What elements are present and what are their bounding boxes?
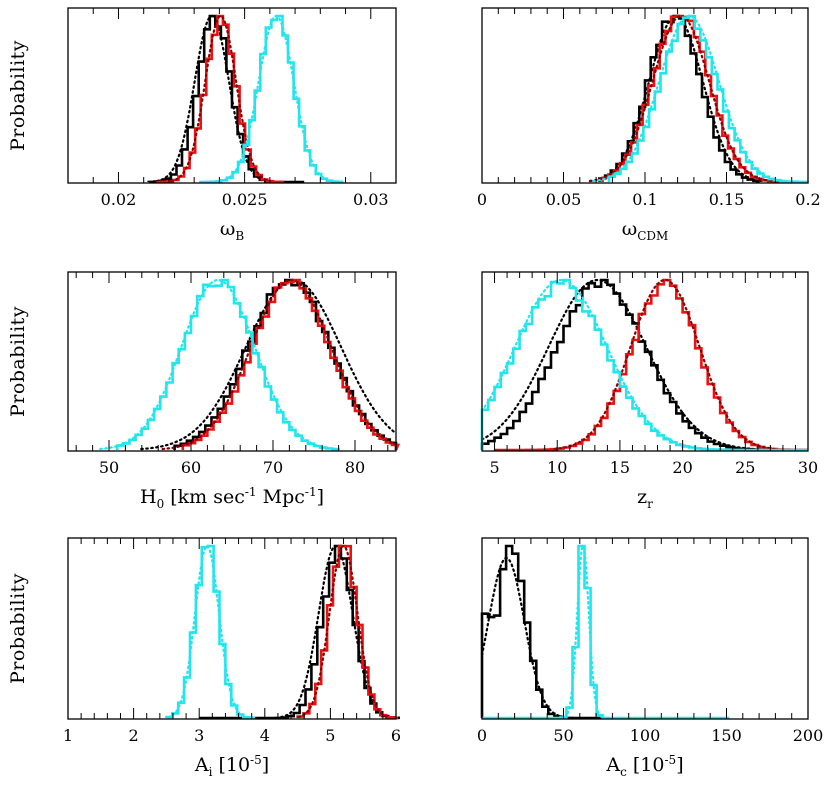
x-tick-label: 80 — [345, 458, 365, 477]
histogram-cyan — [165, 544, 256, 720]
y-axis-label: Probability — [7, 306, 29, 417]
smooth-curve-red — [170, 14, 272, 183]
x-tick-label: 0.15 — [709, 190, 745, 209]
smooth-curve-black — [155, 14, 268, 183]
histogram-black — [173, 278, 398, 450]
smooth-curve-black — [480, 556, 565, 719]
smooth-curve-black — [280, 544, 392, 719]
chart-panel-4: 5 10 15 20 25 30 zr — [480, 271, 818, 511]
plot-frame — [67, 271, 397, 452]
smooth-curve-cyan — [480, 278, 710, 451]
x-tick-label: 200 — [793, 726, 824, 745]
x-axis-label: Ac [10-5] — [605, 753, 683, 779]
x-axis-label: zr — [637, 486, 653, 511]
y-axis-label: Probability — [7, 40, 29, 151]
smooth-curve-red — [297, 544, 390, 719]
smooth-curve-red — [553, 278, 777, 451]
histogram-cyan — [115, 278, 340, 451]
x-tick-label: 1 — [63, 726, 73, 745]
smooth-curve-cyan — [99, 278, 337, 451]
x-axis-label: ωCDM — [622, 218, 669, 243]
x-tick-label: 25 — [735, 458, 755, 477]
x-tick-label: 0.05 — [546, 190, 582, 209]
x-axis-label: ωB — [220, 218, 245, 243]
chart-panel-2: 0 0.05 0.1 0.15 0.2 ωCDM — [477, 7, 821, 243]
chart-panel-1: 0.02 0.025 0.03 ωB Probability — [7, 7, 397, 243]
histogram-red — [156, 14, 285, 184]
histogram-cyan — [199, 14, 344, 184]
x-tick-label: 0.025 — [222, 190, 268, 209]
x-tick-label: 2 — [129, 726, 139, 745]
x-tick-label: 150 — [711, 726, 742, 745]
smooth-curve-cyan — [592, 14, 786, 183]
x-tick-label: 3 — [194, 726, 204, 745]
chart-panel-5: 1 2 3 4 5 6 Ai [10-5] Probability — [7, 537, 401, 779]
x-tick-label: 5 — [325, 726, 335, 745]
x-tick-label: 0.02 — [101, 190, 137, 209]
x-axis-label: H0 [km sec-1 Mpc-1] — [140, 485, 324, 511]
x-tick-label: 0 — [477, 190, 487, 209]
smooth-curve-cyan — [167, 544, 247, 719]
x-tick-label: 10 — [547, 458, 567, 477]
x-tick-label: 15 — [610, 458, 630, 477]
histogram-cyan — [607, 14, 809, 184]
histogram-cyan — [480, 278, 808, 452]
x-tick-label: 4 — [260, 726, 270, 745]
x-tick-label: 0 — [477, 726, 487, 745]
x-tick-label: 50 — [99, 458, 119, 477]
x-tick-label: 30 — [798, 458, 818, 477]
y-axis-label: Probability — [7, 573, 29, 684]
x-tick-label: 5 — [489, 458, 499, 477]
histogram-cyan — [482, 544, 730, 720]
smooth-curve-red — [589, 14, 773, 183]
x-tick-label: 70 — [263, 458, 283, 477]
smooth-curve-red — [161, 278, 398, 451]
x-tick-label: 50 — [553, 726, 573, 745]
histogram-black — [480, 544, 603, 720]
x-tick-label: 60 — [181, 458, 201, 477]
x-tick-label: 20 — [672, 458, 692, 477]
plot-frame — [67, 7, 397, 184]
x-axis-label: Ai [10-5] — [194, 753, 269, 779]
x-tick-label: 0.2 — [795, 190, 820, 209]
x-tick-label: 0.03 — [353, 190, 389, 209]
chart-panel-6: 0 50 100 150 200 Ac [10-5] — [477, 537, 824, 779]
x-tick-label: 100 — [630, 726, 661, 745]
smooth-curve-cyan — [219, 14, 334, 183]
histogram-red — [296, 544, 399, 720]
smooth-curve-black — [480, 278, 755, 451]
histogram-red — [181, 278, 401, 451]
chart-panel-3: 50 60 70 80 H0 [km sec-1 Mpc-1] Probability — [7, 271, 401, 511]
x-tick-label: 0.1 — [632, 190, 657, 209]
histogram-black — [147, 14, 305, 184]
x-tick-label: 6 — [391, 726, 401, 745]
plot-frame — [67, 537, 397, 720]
